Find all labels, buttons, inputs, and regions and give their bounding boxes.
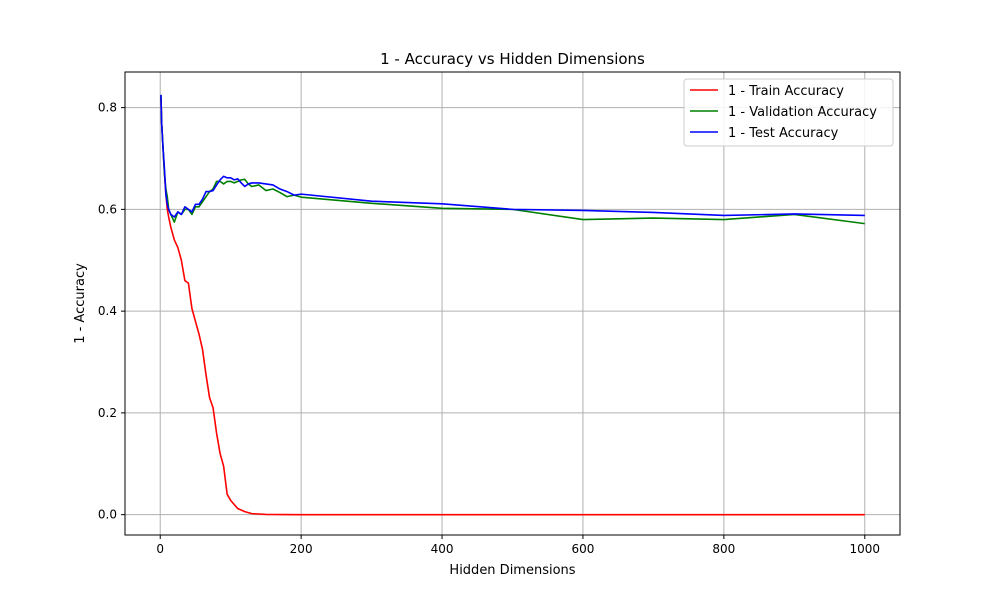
series-lines — [160, 94, 865, 516]
legend-box — [683, 78, 894, 147]
series-line-2 — [160, 94, 865, 225]
x-tick-label: 800 — [712, 542, 735, 556]
y-tick-label: 0.0 — [98, 508, 117, 522]
y-tick-label: 0.8 — [98, 101, 117, 115]
x-tick-label: 400 — [431, 542, 454, 556]
y-axis-label: 1 - Accuracy — [73, 263, 88, 344]
y-tick-label: 0.6 — [98, 202, 117, 216]
legend-label-2: 1 - Validation Accuracy — [728, 105, 877, 120]
plot-area-frame — [124, 71, 901, 536]
y-tick-label: 0.2 — [98, 406, 117, 420]
legend-label-3: 1 - Test Accuracy — [728, 126, 839, 141]
x-axis-label: Hidden Dimensions — [449, 563, 575, 578]
series-line-3 — [160, 94, 865, 218]
chart-title: 1 - Accuracy vs Hidden Dimensions — [380, 50, 645, 68]
x-tick-label: 600 — [572, 542, 595, 556]
x-tick-label: 1000 — [849, 542, 880, 556]
axis-ticks: 0 200 400 600 800 1000 0.0 0.2 0.4 0.6 0.8 — [98, 101, 880, 556]
y-tick-label: 0.4 — [98, 304, 117, 318]
series-line-1 — [160, 97, 865, 516]
x-tick-label: 0 — [156, 542, 164, 556]
legend-label-1: 1 - Train Accuracy — [728, 84, 844, 99]
x-tick-label: 200 — [290, 542, 313, 556]
legend: 1 - Train Accuracy 1 - Validation Accurac… — [683, 78, 894, 147]
